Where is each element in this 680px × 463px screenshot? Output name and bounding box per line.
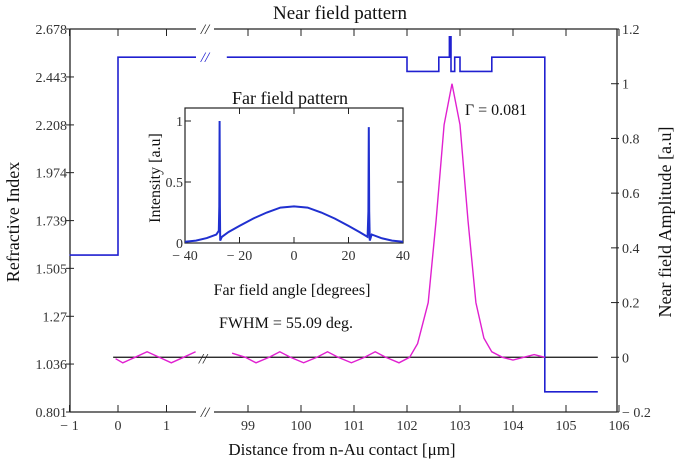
inset-y-tick-label: 0 bbox=[176, 237, 183, 252]
inset-y-tick-label: 0.5 bbox=[166, 176, 184, 191]
y-tick-label: 2.208 bbox=[36, 119, 68, 134]
y2-tick-label: 1 bbox=[622, 78, 629, 93]
inset-title: Far field pattern bbox=[232, 88, 348, 108]
y-tick-label: 2.678 bbox=[36, 23, 68, 38]
series-break-mark: // bbox=[200, 50, 211, 66]
inset-x-tick-label: − 20 bbox=[227, 249, 252, 264]
inset-x-tick-label: 0 bbox=[291, 249, 298, 264]
x-tick-label: 100 bbox=[291, 419, 312, 434]
y-tick-label: 2.443 bbox=[36, 71, 68, 86]
x-tick-label: 105 bbox=[556, 419, 577, 434]
fwhm-annotation: FWHM = 55.09 deg. bbox=[219, 315, 353, 332]
x-tick-label: 103 bbox=[450, 419, 471, 434]
y2-axis-label: Near field Amplitude [a.u] bbox=[655, 127, 675, 318]
y-tick-label: 1.036 bbox=[36, 358, 68, 373]
y-tick-label: 1.974 bbox=[36, 167, 68, 182]
y2-tick-label: 1.2 bbox=[622, 23, 640, 38]
x-tick-label: − 1 bbox=[60, 419, 78, 434]
y2-tick-label: − 0.2 bbox=[622, 406, 651, 421]
refractive-index-line bbox=[69, 56, 197, 256]
y2-tick-label: 0 bbox=[622, 351, 629, 366]
inset-x-label: Far field angle [degrees] bbox=[214, 282, 371, 299]
inset-x-tick-label: 20 bbox=[342, 249, 356, 264]
near-field-amplitude-line bbox=[115, 351, 196, 364]
y-axis-label: Refractive Index bbox=[3, 162, 23, 282]
x-tick-label: 99 bbox=[241, 419, 255, 434]
x-tick-label: 106 bbox=[609, 419, 630, 434]
y2-tick-label: 0.6 bbox=[622, 187, 640, 202]
y-tick-label: 0.801 bbox=[36, 406, 68, 421]
x-axis-label: Distance from n-Au contact [μm] bbox=[228, 440, 455, 459]
y2-tick-label: 0.4 bbox=[622, 242, 640, 257]
inset-y-tick-label: 1 bbox=[176, 115, 183, 130]
x-tick-label: 0 bbox=[115, 419, 122, 434]
y-tick-label: 1.505 bbox=[36, 262, 68, 277]
gamma-annotation: Γ = 0.081 bbox=[465, 102, 527, 119]
axis-break-mark: // bbox=[200, 22, 211, 38]
x-tick-label: 104 bbox=[503, 419, 524, 434]
y2-tick-label: 0.8 bbox=[622, 132, 640, 147]
far-field-intensity-line bbox=[184, 120, 404, 243]
inset-x-tick-label: 40 bbox=[396, 249, 410, 264]
series-break-mark: // bbox=[198, 351, 209, 367]
near-field-amplitude-line bbox=[231, 83, 545, 364]
x-tick-label: 1 bbox=[163, 419, 170, 434]
y-tick-label: 1.27 bbox=[43, 310, 68, 325]
y2-tick-label: 0.2 bbox=[622, 297, 640, 312]
inset-background bbox=[185, 108, 403, 243]
y-tick-label: 1.739 bbox=[36, 215, 68, 230]
x-tick-label: 102 bbox=[397, 419, 418, 434]
chart-title: Near field pattern bbox=[273, 3, 407, 24]
refractive-index-line bbox=[226, 35, 598, 393]
inset-x-tick-label: − 40 bbox=[172, 249, 197, 264]
axis-break-mark: // bbox=[200, 405, 211, 421]
inset-y-label: Intensity [a.u] bbox=[147, 133, 164, 223]
x-tick-label: 101 bbox=[344, 419, 365, 434]
